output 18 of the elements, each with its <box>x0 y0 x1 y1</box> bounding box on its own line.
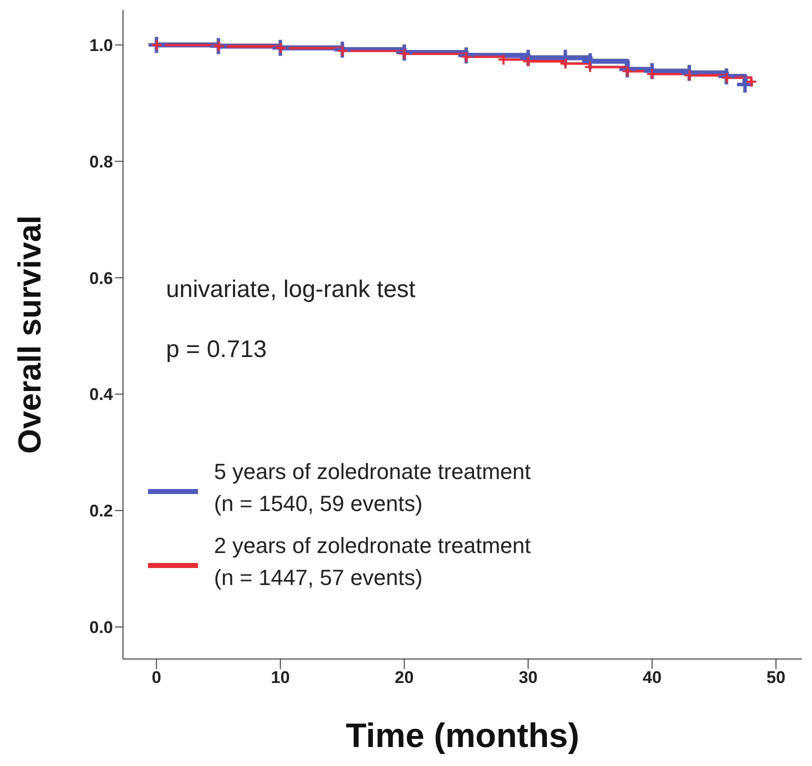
x-tick-label: 40 <box>642 668 662 688</box>
x-tick-label: 0 <box>152 668 162 688</box>
x-tick-label: 20 <box>394 668 414 688</box>
x-tick-label: 50 <box>766 668 786 688</box>
y-tick-label: 1.0 <box>89 36 113 55</box>
y-tick-label: 0.4 <box>89 385 114 404</box>
y-tick-label: 0.2 <box>89 502 113 521</box>
y-tick-label: 0.8 <box>89 152 113 172</box>
y-tick-label: 0.0 <box>89 618 113 638</box>
legend-label: 2 years of zoledronate treatment (n = 1447, 57 events) <box>214 532 531 592</box>
x-tick-label: 30 <box>518 668 538 688</box>
y-tick-label: 0.6 <box>89 268 113 288</box>
x-axis-title: Time (months) <box>346 717 580 755</box>
annotation: p = 0.713 <box>166 336 267 364</box>
legend-label: 5 years of zoledronate treatment (n = 1540, 59 events) <box>214 458 531 518</box>
y-axis-title: Overall survival <box>11 215 48 454</box>
x-tick-label: 10 <box>270 668 290 688</box>
annotation: univariate, log-rank test <box>166 276 416 304</box>
